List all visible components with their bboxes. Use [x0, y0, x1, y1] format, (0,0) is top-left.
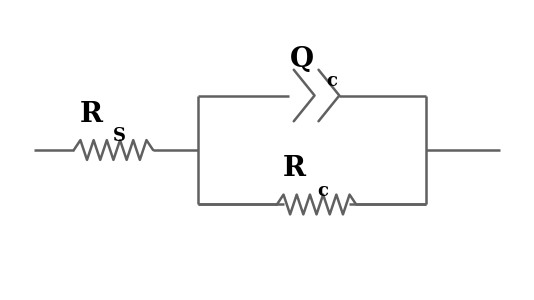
Text: Q: Q: [289, 46, 314, 73]
Text: R: R: [80, 101, 103, 128]
Text: c: c: [326, 72, 337, 90]
Text: S: S: [113, 127, 126, 145]
Text: c: c: [317, 182, 328, 200]
Text: R: R: [282, 155, 306, 182]
